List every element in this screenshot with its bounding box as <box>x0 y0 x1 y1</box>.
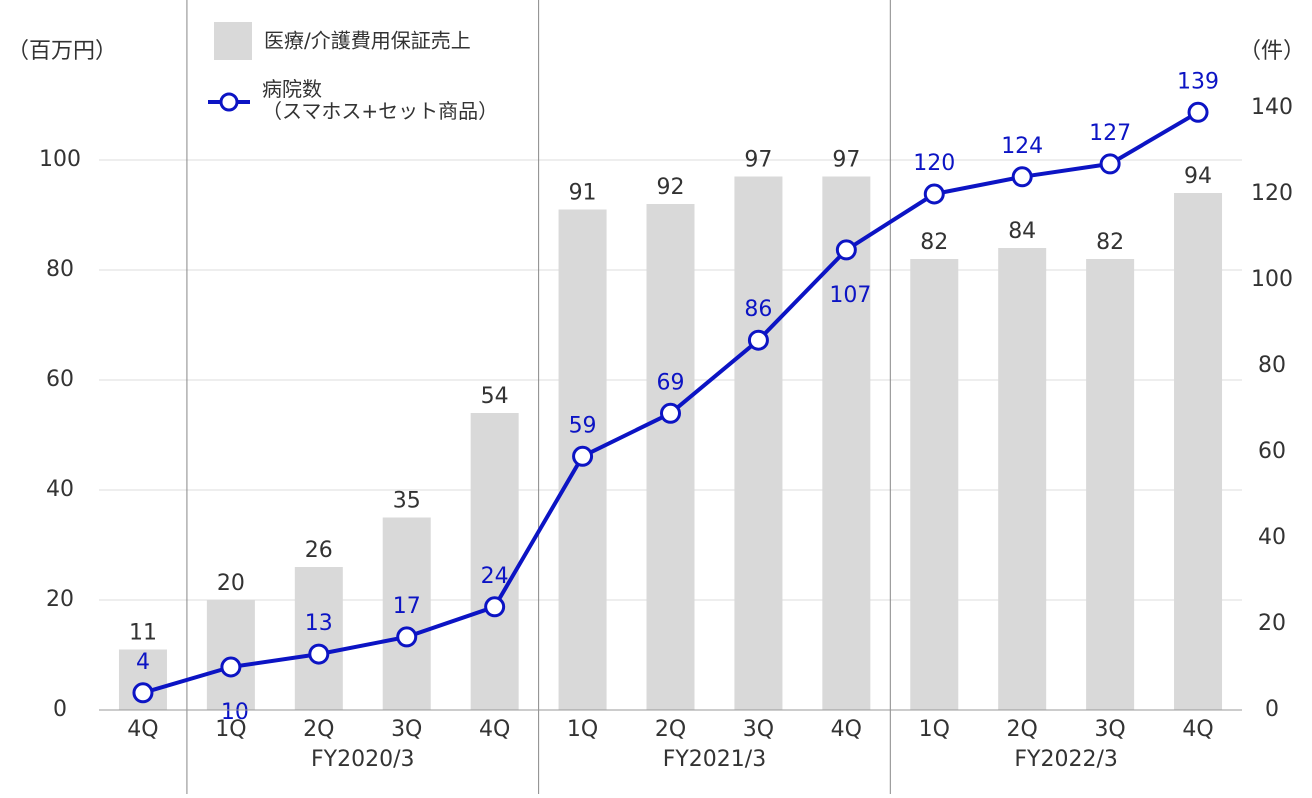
line-marker <box>396 626 418 648</box>
bar <box>470 413 519 710</box>
line-marker <box>923 183 945 205</box>
x-tick-label: 2Q <box>1007 717 1038 742</box>
x-group-label: FY2020/3 <box>311 747 415 772</box>
y2-tick-label: 40 <box>1258 525 1286 550</box>
line-marker <box>660 402 681 424</box>
y-unit: （百万円） <box>7 39 117 64</box>
line-marker <box>1187 101 1209 123</box>
bar-value-label: 35 <box>393 489 421 514</box>
y-tick-label: 60 <box>46 367 74 392</box>
bar <box>1174 193 1223 710</box>
x-tick-label: 1Q <box>919 717 950 742</box>
bar <box>206 600 255 710</box>
line-marker <box>1099 153 1121 175</box>
y-tick-label: 100 <box>39 147 81 172</box>
line-value-label: 127 <box>1089 121 1131 146</box>
bar-value-label: 94 <box>1184 164 1212 189</box>
bar-value-label: 20 <box>217 571 245 596</box>
bar <box>382 517 431 710</box>
line-marker <box>220 656 242 678</box>
legend-label: 病院数 （スマホス+セット商品） <box>262 77 499 123</box>
bar <box>910 259 959 710</box>
x-tick-label: 3Q <box>391 717 422 742</box>
y2-tick-label: 0 <box>1265 697 1279 722</box>
x-tick-label: 4Q <box>831 717 862 742</box>
bar-value-label: 26 <box>305 538 333 563</box>
y-tick-label: 20 <box>46 587 74 612</box>
line-value-label: 120 <box>913 151 955 176</box>
line-marker <box>572 445 594 467</box>
line-value-label: 10 <box>221 700 249 725</box>
line-value-label: 69 <box>657 370 685 395</box>
line-value-label: 13 <box>305 611 333 636</box>
line-marker <box>747 329 769 351</box>
x-tick-label: 3Q <box>1094 717 1125 742</box>
legend-marker <box>219 92 239 112</box>
bar-value-label: 84 <box>1008 219 1036 244</box>
line-value-label: 24 <box>481 564 509 589</box>
bar-value-label: 92 <box>657 175 685 200</box>
bar <box>734 176 783 710</box>
y2-tick-label: 120 <box>1251 181 1293 206</box>
x-tick-label: 4Q <box>127 717 158 742</box>
y2-tick-label: 20 <box>1258 611 1286 636</box>
y2-tick-label: 100 <box>1251 267 1293 292</box>
x-tick-label: 1Q <box>215 717 246 742</box>
x-tick-label: 2Q <box>303 717 334 742</box>
bar-value-label: 97 <box>832 148 860 173</box>
bar-value-label: 82 <box>1096 230 1124 255</box>
x-group-label: FY2022/3 <box>1014 747 1118 772</box>
bar <box>998 248 1047 710</box>
x-tick-label: 2Q <box>655 717 686 742</box>
x-group-label: FY2021/3 <box>663 747 767 772</box>
legend-label: 医療/介護費用保証売上 <box>264 29 471 53</box>
y2-unit: （件） <box>1239 39 1305 64</box>
line-value-label: 139 <box>1177 69 1219 94</box>
y2-tick-label: 60 <box>1258 439 1286 464</box>
y2-tick-label: 80 <box>1258 353 1286 378</box>
y-tick-label: 80 <box>46 257 74 282</box>
x-tick-label: 4Q <box>1182 717 1213 742</box>
y-tick-label: 0 <box>53 697 67 722</box>
bar-value-label: 82 <box>920 230 948 255</box>
y2-tick-label: 140 <box>1251 95 1293 120</box>
bar-value-label: 54 <box>481 384 509 409</box>
x-tick-label: 4Q <box>479 717 510 742</box>
line-marker <box>308 643 330 665</box>
line-value-label: 124 <box>1001 134 1043 159</box>
bar-value-label: 91 <box>569 181 597 206</box>
x-tick-label: 3Q <box>743 717 774 742</box>
line-value-label: 4 <box>136 650 150 675</box>
bar <box>646 204 695 710</box>
line-marker <box>132 682 154 704</box>
bar <box>1086 259 1135 710</box>
line-value-label: 86 <box>744 297 772 322</box>
legend-swatch <box>214 22 252 60</box>
line-value-label: 59 <box>569 413 597 438</box>
bar-value-label: 97 <box>744 148 772 173</box>
x-tick-label: 1Q <box>567 717 598 742</box>
line-marker <box>1011 166 1033 188</box>
bar-value-label: 11 <box>129 621 157 646</box>
bar <box>294 567 343 710</box>
line-value-label: 107 <box>829 283 871 308</box>
line-marker <box>835 239 857 261</box>
line-value-label: 17 <box>393 594 421 619</box>
y-tick-label: 40 <box>46 477 74 502</box>
line-marker <box>484 596 506 618</box>
